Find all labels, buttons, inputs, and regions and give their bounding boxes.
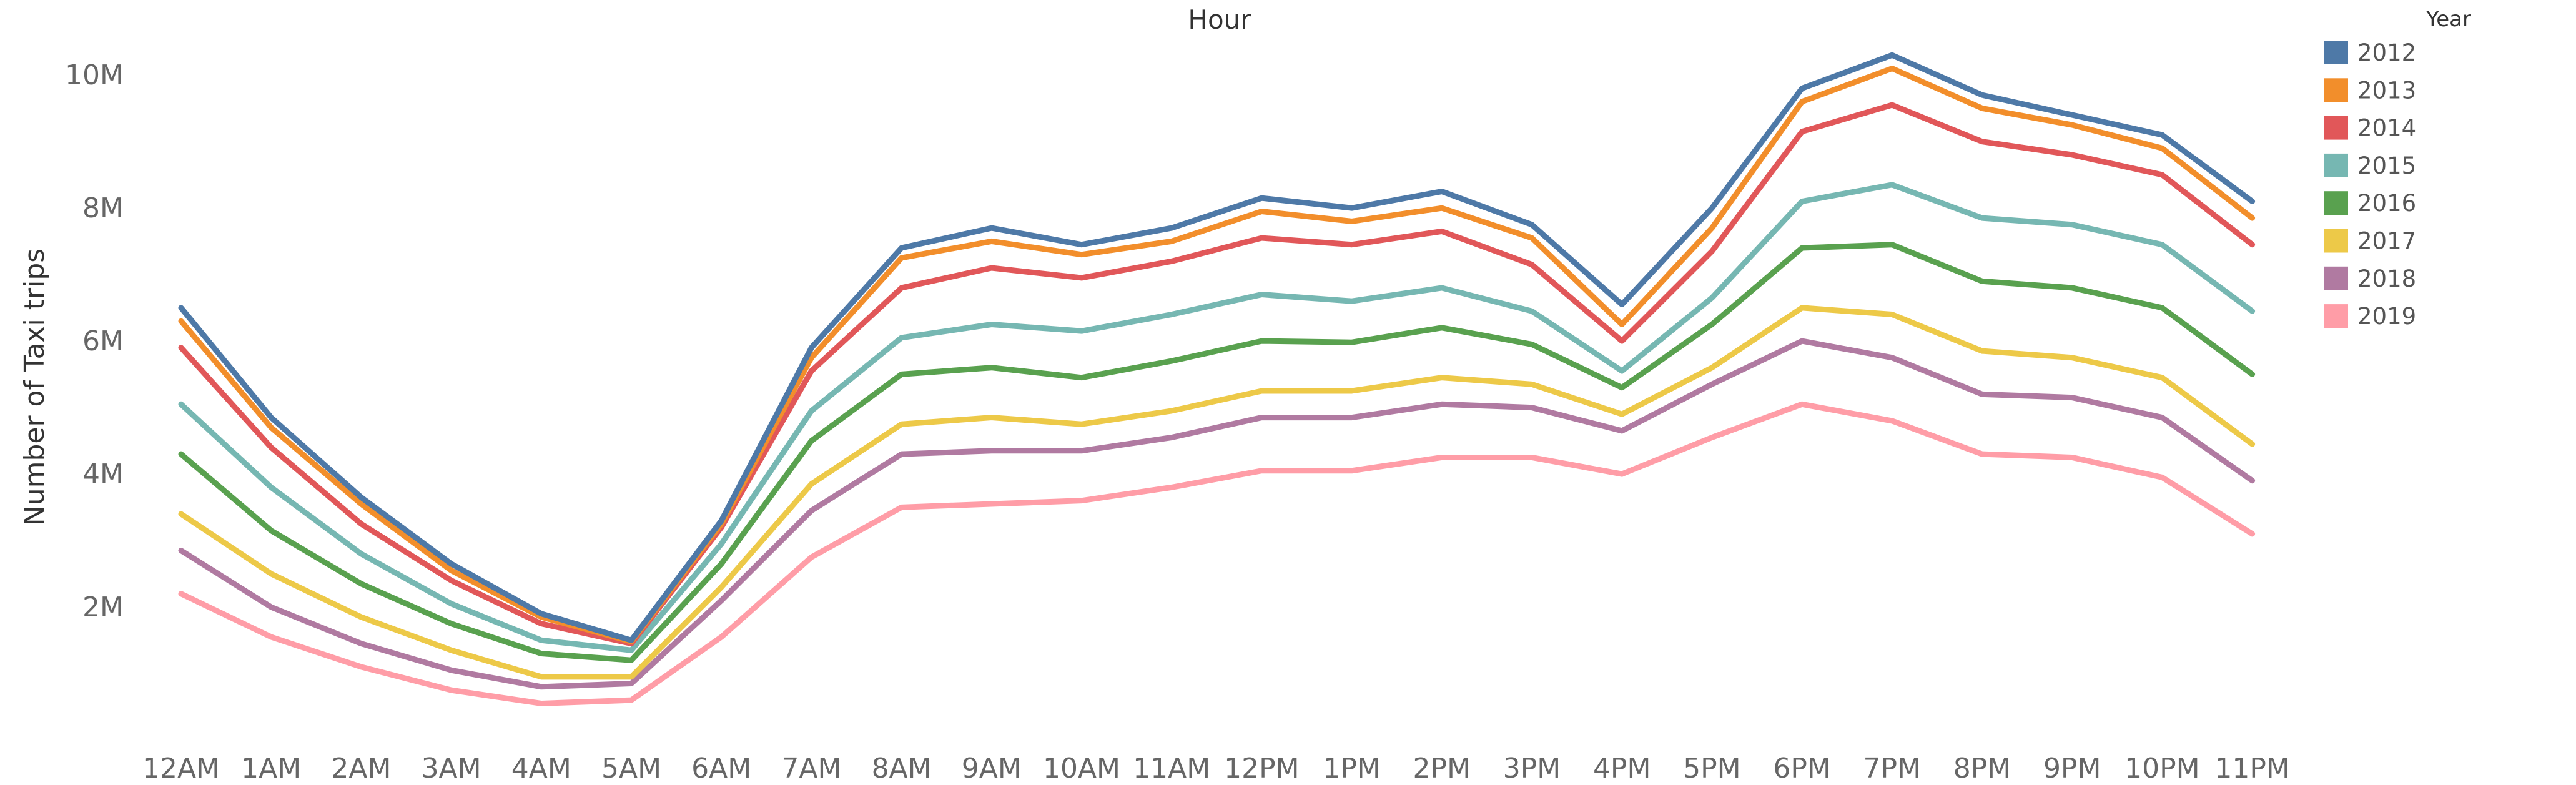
series-line-2015[interactable] <box>178 182 2256 653</box>
x-tick-label: 12PM <box>1224 753 1299 784</box>
legend-label-2017[interactable]: 2017 <box>2357 228 2416 255</box>
x-tick-label: 12AM <box>142 753 220 784</box>
x-tick-label: 3AM <box>422 753 481 784</box>
series-line-2019[interactable] <box>178 401 2256 706</box>
x-tick-label: 5AM <box>601 753 661 784</box>
x-tick-label: 4PM <box>1593 753 1651 784</box>
legend-label-2012[interactable]: 2012 <box>2357 39 2416 66</box>
series-line-2013[interactable] <box>178 66 2256 644</box>
x-tick-label: 9PM <box>2043 753 2101 784</box>
legend-swatch-2012[interactable] <box>2324 41 2348 64</box>
x-tick-label: 10PM <box>2124 753 2199 784</box>
legend-title: Year <box>2425 7 2471 32</box>
x-tick-label: 11AM <box>1133 753 1210 784</box>
series-line-2018[interactable] <box>178 338 2256 690</box>
y-axis-label: Number of Taxi trips <box>19 249 51 526</box>
legend-label-2015[interactable]: 2015 <box>2357 152 2416 179</box>
legend-label-2013[interactable]: 2013 <box>2357 77 2416 104</box>
y-axis-ticks: 2M 4M 6M 8M 10M <box>65 59 124 623</box>
x-tick-label: 5PM <box>1683 753 1741 784</box>
series-lines <box>178 52 2256 706</box>
x-tick-label: 4AM <box>511 753 571 784</box>
legend-swatch-2018[interactable] <box>2324 266 2348 290</box>
y-tick-label: 10M <box>65 59 124 91</box>
y-tick-label: 2M <box>82 591 124 623</box>
series-line-2017[interactable] <box>178 305 2256 680</box>
legend-label-2019[interactable]: 2019 <box>2357 303 2416 330</box>
x-tick-label: 2AM <box>331 753 391 784</box>
x-tick-label: 6PM <box>1773 753 1831 784</box>
legend-swatch-2016[interactable] <box>2324 191 2348 215</box>
y-tick-label: 8M <box>82 192 124 224</box>
x-tick-label: 8AM <box>872 753 932 784</box>
legend[interactable]: Year 2012 2013 2014 2015 2016 2017 2018 2019 <box>2324 7 2471 330</box>
y-tick-label: 6M <box>82 325 124 357</box>
legend-swatch-2017[interactable] <box>2324 229 2348 253</box>
legend-label-2014[interactable]: 2014 <box>2357 115 2416 142</box>
legend-swatch-2014[interactable] <box>2324 116 2348 140</box>
legend-swatch-2013[interactable] <box>2324 78 2348 102</box>
legend-swatch-2019[interactable] <box>2324 304 2348 328</box>
x-axis-ticks: 12AM 1AM 2AM 3AM 4AM 5AM 6AM 7AM 8AM 9AM 10AM 11AM 1… <box>142 753 2290 784</box>
legend-label-2016[interactable]: 2016 <box>2357 190 2416 217</box>
x-tick-label: 10AM <box>1043 753 1120 784</box>
x-tick-label: 3PM <box>1503 753 1561 784</box>
series-line-2014[interactable] <box>178 102 2256 647</box>
legend-label-2018[interactable]: 2018 <box>2357 265 2416 292</box>
x-tick-label: 1PM <box>1323 753 1381 784</box>
x-tick-label: 7PM <box>1863 753 1922 784</box>
x-tick-label: 11PM <box>2214 753 2289 784</box>
x-tick-label: 9AM <box>962 753 1022 784</box>
x-tick-label: 1AM <box>241 753 301 784</box>
x-tick-label: 2PM <box>1413 753 1471 784</box>
series-line-2012[interactable] <box>178 52 2256 643</box>
x-tick-label: 7AM <box>781 753 841 784</box>
x-tick-label: 6AM <box>691 753 751 784</box>
chart-title: Hour <box>1188 4 1251 35</box>
legend-swatch-2015[interactable] <box>2324 153 2348 177</box>
y-tick-label: 4M <box>82 458 124 490</box>
series-line-2016[interactable] <box>178 242 2256 663</box>
x-tick-label: 8PM <box>1953 753 2011 784</box>
